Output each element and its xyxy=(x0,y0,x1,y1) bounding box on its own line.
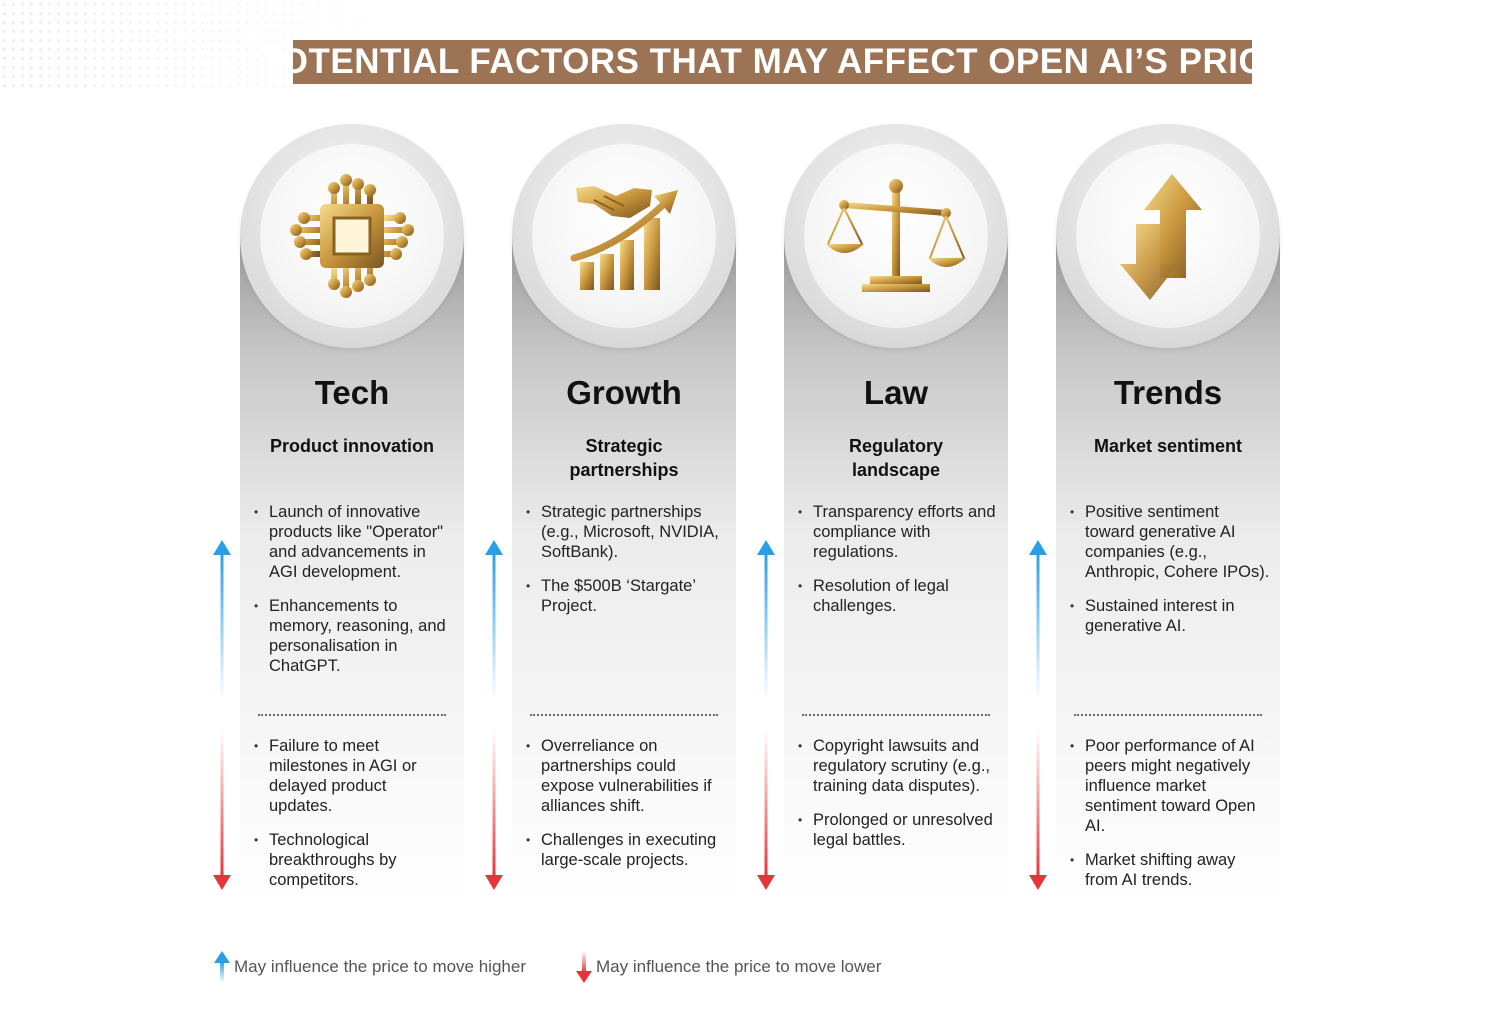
column-subtitle: Market sentiment xyxy=(1093,436,1243,456)
negative-factors: Overreliance on partnerships could expos… xyxy=(526,736,726,884)
icon-circle xyxy=(784,124,1008,348)
column-title: Trends xyxy=(1113,374,1223,411)
list-item: Transparency efforts and compliance with… xyxy=(798,502,998,562)
list-item: Challenges in executing large-scale proj… xyxy=(526,830,726,870)
list-item: Overreliance on partnerships could expos… xyxy=(526,736,726,816)
column-title: Tech xyxy=(314,374,390,411)
handshake-growth-icon xyxy=(570,186,678,290)
factor-column-tech: Tech Product innovation Launch of innova… xyxy=(240,124,464,904)
factor-column-law: Law Regulatory landscape Transparency ef… xyxy=(784,124,1008,904)
list-item: Enhancements to memory, reasoning, and p… xyxy=(254,596,454,676)
list-item: Market shifting away from AI trends. xyxy=(1070,850,1270,890)
legend-label: May influence the price to move higher xyxy=(234,957,526,976)
factor-column-growth: Growth Strategic partnerships Strategic … xyxy=(512,124,736,904)
legend-higher: May influence the price to move higher xyxy=(214,950,526,984)
up-arrow-icon xyxy=(213,540,231,700)
list-item: Technological breakthroughs by competito… xyxy=(254,830,454,890)
up-arrow-icon xyxy=(757,540,775,700)
down-arrow-icon xyxy=(485,730,503,890)
positive-factors: Launch of innovative products like "Oper… xyxy=(254,502,454,690)
down-arrow-icon xyxy=(1029,730,1047,890)
down-arrow-icon xyxy=(757,730,775,890)
icon-circle xyxy=(240,124,464,348)
up-arrow-icon xyxy=(485,540,503,700)
positive-factors: Positive sentiment toward generative AI … xyxy=(1070,502,1270,650)
list-item: Resolution of legal challenges. xyxy=(798,576,998,616)
negative-factors: Copyright lawsuits and regulatory scruti… xyxy=(798,736,998,864)
scales-icon xyxy=(826,179,966,292)
icon-circle xyxy=(1056,124,1280,348)
list-item: Positive sentiment toward generative AI … xyxy=(1070,502,1270,582)
list-item: Poor performance of AI peers might negat… xyxy=(1070,736,1270,836)
column-subtitle: Strategic partnerships xyxy=(569,436,679,480)
page-title: POTENTIAL FACTORS THAT MAY AFFECT OPEN A… xyxy=(257,40,1288,84)
positive-factors: Strategic partnerships (e.g., Microsoft,… xyxy=(526,502,726,630)
column-title: Growth xyxy=(566,374,682,411)
list-item: Launch of innovative products like "Oper… xyxy=(254,502,454,582)
negative-factors: Failure to meet milestones in AGI or del… xyxy=(254,736,454,904)
list-item: Failure to meet milestones in AGI or del… xyxy=(254,736,454,816)
column-subtitle: Regulatory landscape xyxy=(848,436,944,480)
icon-circle xyxy=(512,124,736,348)
down-arrow-icon xyxy=(576,951,592,983)
up-down-arrows-icon xyxy=(1120,174,1202,300)
list-item: Prolonged or unresolved legal battles. xyxy=(798,810,998,850)
divider xyxy=(258,714,446,716)
column-subtitle: Product innovation xyxy=(270,436,434,456)
divider xyxy=(802,714,990,716)
list-item: Strategic partnerships (e.g., Microsoft,… xyxy=(526,502,726,562)
divider xyxy=(1074,714,1262,716)
legend-lower: May influence the price to move lower xyxy=(576,950,881,984)
list-item: The $500B ‘Stargate’ Project. xyxy=(526,576,726,616)
down-arrow-icon xyxy=(213,730,231,890)
list-item: Copyright lawsuits and regulatory scruti… xyxy=(798,736,998,796)
legend-label: May influence the price to move lower xyxy=(596,957,882,976)
factor-column-trends: Trends Market sentiment Positive sentime… xyxy=(1056,124,1280,904)
up-arrow-icon xyxy=(1029,540,1047,700)
divider xyxy=(530,714,718,716)
positive-factors: Transparency efforts and compliance with… xyxy=(798,502,998,630)
up-arrow-icon xyxy=(214,951,230,983)
negative-factors: Poor performance of AI peers might negat… xyxy=(1070,736,1270,904)
column-title: Law xyxy=(863,374,929,411)
list-item: Sustained interest in generative AI. xyxy=(1070,596,1270,636)
chip-icon xyxy=(290,174,414,298)
